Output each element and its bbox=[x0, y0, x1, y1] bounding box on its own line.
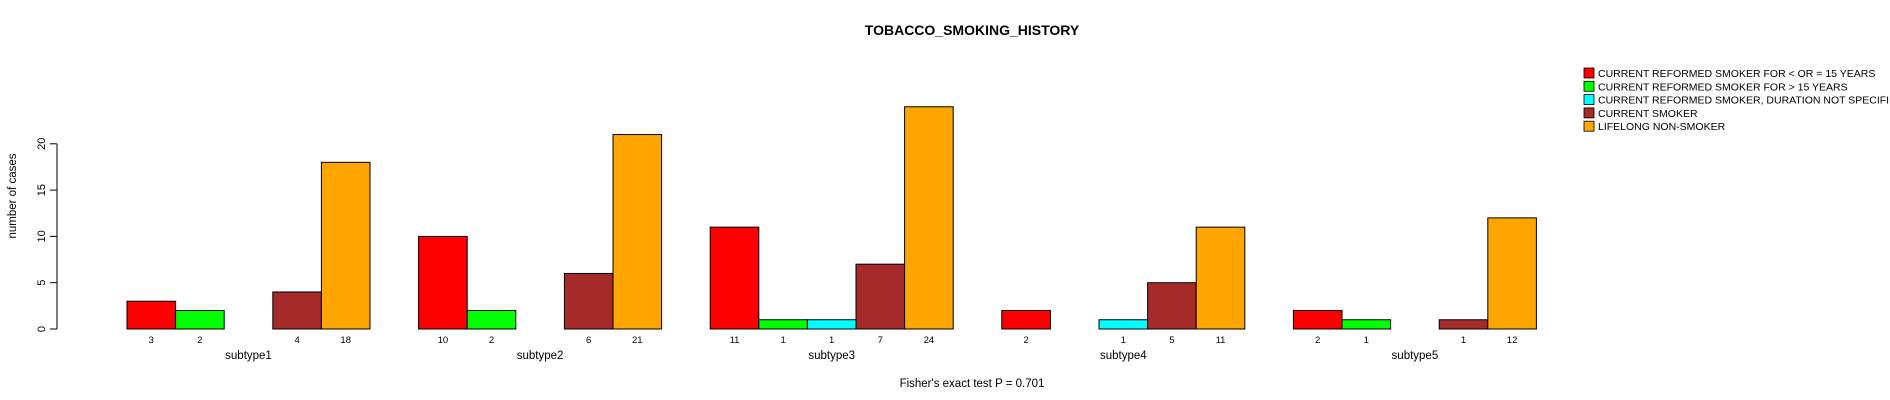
bar-count-label: 11 bbox=[730, 335, 740, 346]
bar bbox=[1001, 309, 1051, 330]
legend-swatch bbox=[1583, 94, 1595, 105]
x-category-label: subtype2 bbox=[517, 350, 564, 362]
bar bbox=[758, 319, 808, 330]
bar bbox=[418, 235, 468, 330]
legend: CURRENT REFORMED SMOKER FOR < OR = 15 YE… bbox=[1583, 67, 1890, 133]
bar-group-subtype1: 3 2 4 18 subtype1 bbox=[126, 161, 371, 362]
bar bbox=[709, 226, 760, 330]
bar-count-label: 2 bbox=[1023, 335, 1028, 346]
legend-item: CURRENT SMOKER bbox=[1583, 107, 1698, 120]
bar-count-label: 6 bbox=[586, 335, 591, 346]
bar bbox=[855, 263, 906, 330]
legend-item: CURRENT REFORMED SMOKER FOR > 15 YEARS bbox=[1583, 80, 1848, 93]
bar-count-label: 4 bbox=[294, 335, 299, 346]
x-category-label: subtype5 bbox=[1392, 350, 1439, 362]
bar-count-label: 11 bbox=[1216, 335, 1226, 346]
bar-count-label: 12 bbox=[1507, 335, 1518, 346]
legend-swatch bbox=[1583, 120, 1595, 132]
legend-swatch bbox=[1583, 107, 1595, 119]
y-axis-title: number of cases bbox=[7, 153, 19, 238]
bar-count-label: 1 bbox=[1121, 335, 1126, 346]
bar-count-label: 1 bbox=[1461, 335, 1466, 346]
legend-label: LIFELONG NON-SMOKER bbox=[1598, 121, 1726, 133]
x-category-label: subtype1 bbox=[225, 350, 272, 362]
bar bbox=[1147, 282, 1197, 330]
y-tick-label: 0 bbox=[36, 326, 48, 332]
legend-swatch bbox=[1583, 67, 1595, 79]
bar bbox=[1292, 309, 1343, 330]
legend-label: CURRENT REFORMED SMOKER FOR < OR = 15 YE… bbox=[1598, 68, 1875, 80]
legend-item: CURRENT REFORMED SMOKER FOR < OR = 15 YE… bbox=[1583, 67, 1875, 80]
bar-count-label: 18 bbox=[340, 335, 351, 346]
bar-group-subtype4: 2 1 5 11 subtype4 bbox=[1001, 226, 1246, 362]
legend-label: CURRENT REFORMED SMOKER, DURATION NOT SP… bbox=[1598, 95, 1890, 107]
bar-count-label: 2 bbox=[197, 335, 202, 346]
bar-count-label: 24 bbox=[924, 335, 935, 346]
bar bbox=[563, 272, 614, 330]
y-axis: 0 5 10 15 20 bbox=[36, 138, 58, 332]
bar-count-label: 1 bbox=[829, 335, 834, 346]
legend-label: CURRENT REFORMED SMOKER FOR > 15 YEARS bbox=[1598, 81, 1848, 93]
bar bbox=[1438, 319, 1489, 330]
bar-group-subtype2: 10 2 6 21 subtype2 bbox=[418, 134, 663, 362]
bar bbox=[466, 309, 517, 330]
bar bbox=[126, 300, 177, 330]
bar bbox=[1098, 319, 1149, 330]
bar bbox=[320, 161, 371, 330]
y-tick-label: 10 bbox=[36, 230, 48, 242]
legend-item: LIFELONG NON-SMOKER bbox=[1583, 120, 1726, 133]
bar-count-label: 7 bbox=[878, 335, 883, 346]
legend-item: CURRENT REFORMED SMOKER, DURATION NOT SP… bbox=[1583, 94, 1890, 107]
fisher-test-footnote: Fisher's exact test P = 0.701 bbox=[900, 378, 1045, 390]
legend-label: CURRENT SMOKER bbox=[1598, 108, 1698, 120]
bar-count-label: 1 bbox=[780, 335, 785, 346]
bar-count-label: 1 bbox=[1364, 335, 1369, 346]
bar-group-subtype5: 2 1 1 12 subtype5 bbox=[1292, 217, 1537, 362]
y-tick-label: 15 bbox=[36, 184, 48, 196]
bar-count-label: 2 bbox=[1315, 335, 1320, 346]
x-category-label: subtype3 bbox=[808, 350, 855, 362]
bar-count-label: 2 bbox=[489, 335, 494, 346]
y-tick-label: 5 bbox=[36, 280, 48, 286]
bar bbox=[1487, 217, 1537, 330]
bar bbox=[806, 319, 857, 330]
bar bbox=[612, 134, 663, 330]
legend-swatch bbox=[1583, 80, 1595, 92]
bar bbox=[272, 291, 322, 330]
x-category-label: subtype4 bbox=[1100, 350, 1147, 362]
bar-count-label: 10 bbox=[438, 335, 449, 346]
bar-count-label: 21 bbox=[632, 335, 643, 346]
bar bbox=[1341, 319, 1392, 330]
bar-count-label: 5 bbox=[1169, 335, 1174, 346]
bar-count-label: 3 bbox=[149, 335, 154, 346]
y-tick-label: 20 bbox=[36, 138, 48, 150]
bar bbox=[1195, 226, 1246, 330]
bar bbox=[904, 106, 954, 330]
bar bbox=[175, 309, 225, 330]
chart-title: TOBACCO_SMOKING_HISTORY bbox=[865, 22, 1080, 38]
